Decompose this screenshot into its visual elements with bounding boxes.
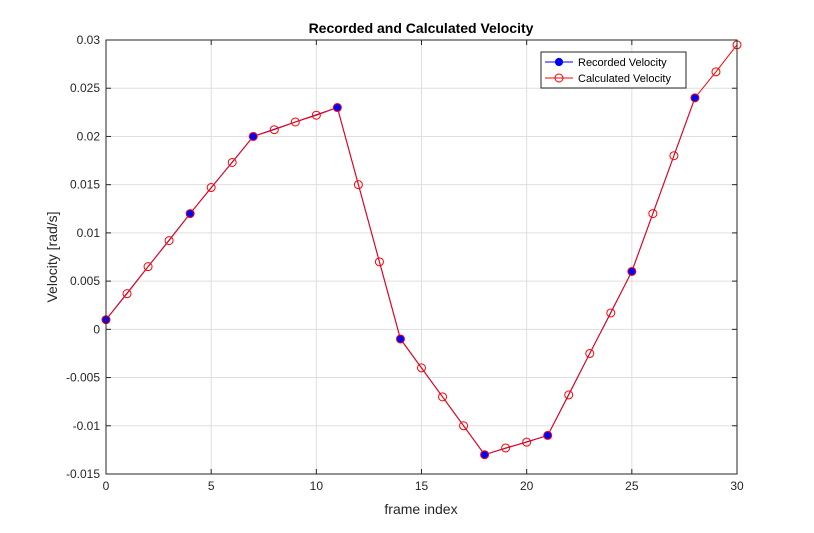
calculated-point [143, 262, 153, 272]
calculated-point [480, 450, 490, 460]
calculated-point [648, 209, 658, 219]
y-axis-label: Velocity [rad/s] [44, 211, 60, 302]
calculated-point [627, 266, 637, 276]
legend-label-recorded: Recorded Velocity [578, 57, 667, 69]
calculated-point [564, 390, 574, 400]
calculated-point [122, 289, 132, 299]
axis-ticks: 0 5 10 15 20 25 30 -0.015 -0.01 -0.005 0 0.005 0.01 0… [66, 33, 744, 493]
chart-title: Recorded and Calculated Velocity [309, 20, 534, 36]
y-tick-label: 0.005 [70, 274, 100, 288]
x-tick-label: 20 [520, 479, 534, 493]
calculated-point [690, 93, 700, 103]
calculated-point [290, 117, 300, 127]
y-tick-label: 0.015 [70, 178, 100, 192]
calculated-point [585, 348, 595, 358]
calculated-point [185, 209, 195, 219]
x-tick-label: 10 [310, 479, 324, 493]
y-tick-label: 0.02 [77, 129, 101, 143]
legend-box [540, 51, 687, 89]
calculated-point [227, 157, 237, 167]
calculated-point [269, 125, 279, 135]
calculated-point [248, 131, 258, 141]
x-axis-label: frame index [384, 501, 457, 517]
calculated-point [164, 236, 174, 246]
y-tick-label: 0.01 [77, 226, 101, 240]
calculated-point [353, 180, 363, 190]
y-tick-label: 0.025 [70, 81, 100, 95]
x-tick-label: 5 [208, 479, 215, 493]
calculated-point [522, 437, 532, 447]
legend-marker-recorded [554, 57, 564, 67]
x-tick-label: 30 [730, 479, 744, 493]
legend-marker-calculated [554, 73, 564, 83]
calculated-point [606, 308, 616, 318]
calculated-point [395, 334, 405, 344]
y-tick-label: -0.01 [73, 419, 101, 433]
y-tick-label: -0.005 [66, 371, 100, 385]
calculated-point [417, 363, 426, 373]
calculated-point [543, 430, 553, 440]
calculated-point [501, 443, 511, 453]
calculated-point [711, 67, 721, 77]
y-tick-label: 0.03 [77, 33, 101, 47]
calculated-point [332, 103, 342, 113]
calculated-point [438, 392, 448, 402]
calculated-point [459, 421, 469, 431]
x-tick-label: 0 [103, 479, 110, 493]
calculated-point [311, 110, 321, 120]
calculated-point [374, 257, 384, 267]
legend-label-calculated: Calculated Velocity [578, 73, 671, 85]
calculated-point [669, 151, 679, 161]
y-tick-label: -0.015 [66, 467, 100, 481]
x-tick-label: 25 [625, 479, 639, 493]
series-layer [101, 40, 742, 460]
y-tick-label: 0 [93, 322, 100, 336]
x-tick-label: 15 [415, 479, 429, 493]
legend: Recorded Velocity Calculated Velocity [540, 51, 687, 89]
calculated-point [206, 183, 216, 193]
